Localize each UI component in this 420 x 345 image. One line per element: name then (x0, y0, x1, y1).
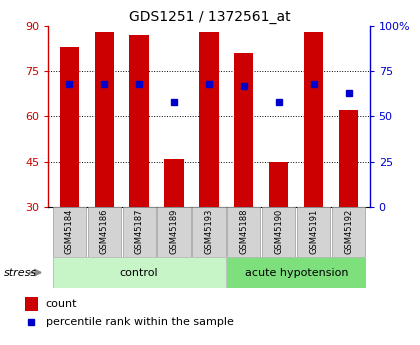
Bar (88, 207, 121, 257)
Text: GSM45188: GSM45188 (239, 208, 248, 254)
Bar (234, 53, 254, 207)
Text: GSM45190: GSM45190 (274, 208, 284, 254)
Text: count: count (46, 299, 77, 309)
Bar (123, 207, 156, 257)
Bar (158, 207, 191, 257)
Bar (129, 35, 149, 207)
Text: percentile rank within the sample: percentile rank within the sample (46, 317, 234, 327)
Bar (304, 32, 323, 207)
Text: GDS1251 / 1372561_at: GDS1251 / 1372561_at (129, 10, 291, 24)
Bar (227, 257, 365, 288)
Bar (332, 207, 365, 257)
Bar (52, 257, 226, 288)
Bar (192, 207, 226, 257)
Bar (60, 47, 79, 207)
Text: control: control (120, 268, 158, 277)
Bar (269, 162, 289, 207)
Text: GSM45192: GSM45192 (344, 208, 353, 254)
Bar (297, 207, 330, 257)
Text: GSM45191: GSM45191 (309, 208, 318, 254)
Bar (200, 32, 218, 207)
Text: stress: stress (4, 268, 37, 277)
Bar (52, 207, 86, 257)
Text: acute hypotension: acute hypotension (244, 268, 348, 277)
Bar (262, 207, 295, 257)
Bar (227, 207, 260, 257)
Bar (339, 110, 358, 207)
Bar (24, 297, 38, 310)
Text: GSM45184: GSM45184 (65, 208, 74, 254)
Bar (94, 32, 114, 207)
Text: GSM45193: GSM45193 (205, 208, 213, 254)
Text: GSM45187: GSM45187 (134, 208, 144, 254)
Text: GSM45189: GSM45189 (170, 208, 178, 254)
Bar (164, 159, 184, 207)
Text: GSM45186: GSM45186 (100, 208, 109, 254)
